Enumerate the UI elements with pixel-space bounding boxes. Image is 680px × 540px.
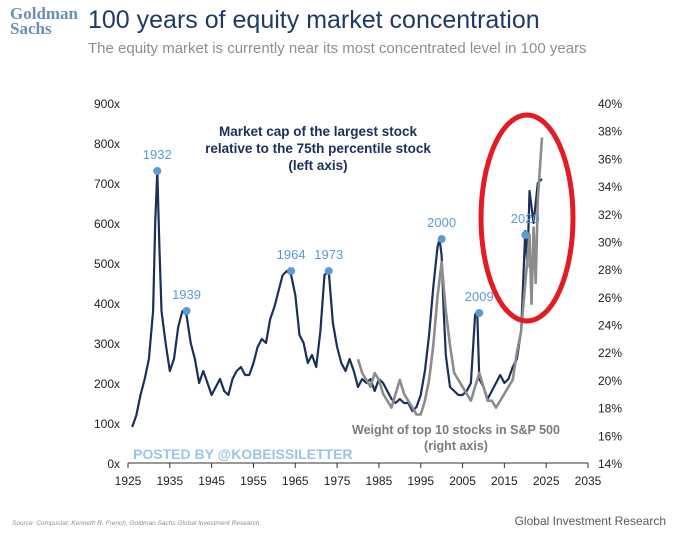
annotation-layer: Market cap of the largest stock relative … bbox=[133, 112, 576, 462]
highlight-circle bbox=[478, 112, 576, 324]
highlight-marker bbox=[182, 307, 191, 315]
highlight-label: 1939 bbox=[172, 287, 201, 302]
axes-layer: 1925 1935 1945 1955 1965 1975 1985 1995 2005 2015… bbox=[94, 97, 622, 488]
right-tick-label: 30% bbox=[598, 235, 622, 249]
x-tick-label: 1965 bbox=[282, 474, 309, 488]
series-line-top10-weight bbox=[356, 137, 544, 416]
right-tick-label: 22% bbox=[598, 346, 622, 360]
x-tick-label: 2035 bbox=[575, 474, 602, 488]
left-tick-label: 700x bbox=[94, 177, 120, 191]
goldman-sachs-logo: Goldman Sachs bbox=[10, 4, 80, 38]
left-tick-label: 400x bbox=[94, 297, 120, 311]
x-tick-label: 1925 bbox=[115, 474, 142, 488]
highlight-label: 1932 bbox=[143, 147, 172, 162]
right-tick-label: 16% bbox=[598, 429, 622, 443]
highlight-label: 2020 bbox=[511, 211, 540, 226]
highlight-label: 1973 bbox=[314, 247, 343, 262]
right-tick-label: 14% bbox=[598, 457, 622, 471]
x-tick-label: 2005 bbox=[449, 474, 476, 488]
right-tick-label: 32% bbox=[598, 208, 622, 222]
highlight-label: 1964 bbox=[277, 247, 306, 262]
right-tick-label: 18% bbox=[598, 402, 622, 416]
x-tick-label: 1995 bbox=[407, 474, 434, 488]
right-tick-label: 34% bbox=[598, 180, 622, 194]
main-series-annotation: (left axis) bbox=[288, 158, 347, 173]
left-tick-label: 800x bbox=[94, 137, 120, 151]
left-tick-label: 900x bbox=[94, 97, 120, 111]
x-tick-label: 1955 bbox=[240, 474, 267, 488]
logo-line2: Sachs bbox=[10, 19, 52, 38]
right-tick-label: 28% bbox=[598, 263, 622, 277]
highlight-marker bbox=[437, 235, 446, 243]
secondary-series-annotation: Weight of top 10 stocks in S&P 500 bbox=[352, 423, 560, 437]
highlight-label: 2009 bbox=[465, 289, 494, 304]
highlight-marker bbox=[153, 167, 162, 175]
right-tick-label: 40% bbox=[598, 97, 622, 111]
main-series-annotation: Market cap of the largest stock bbox=[219, 124, 418, 139]
right-tick-label: 24% bbox=[598, 319, 622, 333]
left-tick-label: 200x bbox=[94, 377, 120, 391]
logo-line1: Goldman bbox=[10, 4, 79, 23]
right-tick-label: 38% bbox=[598, 125, 622, 139]
watermark-text: POSTED BY @KOBEISSILETTER bbox=[133, 446, 353, 462]
right-tick-label: 20% bbox=[598, 374, 622, 388]
right-tick-label: 36% bbox=[598, 152, 622, 166]
left-tick-label: 300x bbox=[94, 337, 120, 351]
secondary-series-annotation: (right axis) bbox=[424, 439, 488, 453]
left-tick-label: 0x bbox=[107, 457, 120, 471]
x-tick-label: 1935 bbox=[156, 474, 183, 488]
page-title: 100 years of equity market concentration bbox=[88, 6, 540, 34]
highlight-marker bbox=[324, 267, 333, 275]
x-tick-label: 2015 bbox=[491, 474, 518, 488]
highlight-marker bbox=[521, 231, 530, 239]
x-tick-label: 1975 bbox=[324, 474, 351, 488]
series-layer: 1932 1939 1964 1973 2000 2009 2020 bbox=[131, 137, 544, 428]
right-tick-label: 26% bbox=[598, 291, 622, 305]
left-tick-label: 600x bbox=[94, 217, 120, 231]
left-tick-label: 500x bbox=[94, 257, 120, 271]
source-note: Source: Compustat, Kenneth R. French, Go… bbox=[12, 520, 262, 527]
x-tick-label: 1945 bbox=[198, 474, 225, 488]
footer-brand: Global Investment Research bbox=[514, 514, 666, 528]
x-tick-label: 2025 bbox=[533, 474, 560, 488]
left-tick-label: 100x bbox=[94, 417, 120, 431]
page-subtitle: The equity market is currently near its … bbox=[88, 40, 587, 57]
highlight-marker bbox=[287, 267, 296, 275]
highlight-label: 2000 bbox=[427, 215, 456, 230]
x-tick-label: 1985 bbox=[366, 474, 393, 488]
highlight-marker bbox=[475, 309, 484, 317]
main-series-annotation: relative to the 75th percentile stock bbox=[205, 141, 431, 156]
